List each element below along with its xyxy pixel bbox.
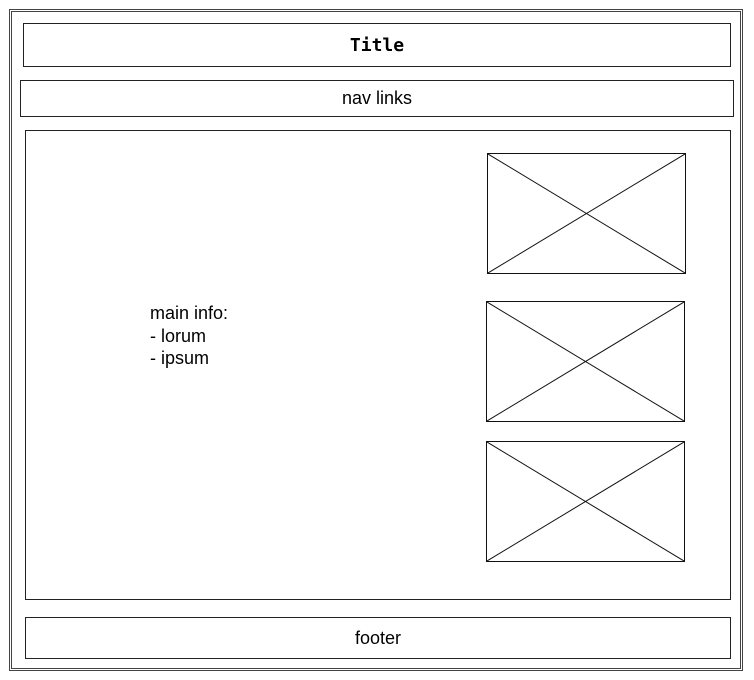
wireframe-outer-border [9, 9, 743, 671]
image-placeholder-cross [487, 442, 684, 561]
main-info-item: - ipsum [150, 348, 210, 368]
main-info-item: - lorum [150, 325, 207, 346]
main-info-text: main info: - lorum - ipsum [150, 302, 228, 370]
page-title-text: Title [349, 34, 405, 56]
image-placeholder-cross [487, 302, 684, 421]
main-info-heading: main info: [150, 303, 229, 323]
footer-label: footer [354, 627, 402, 648]
image-placeholder-icon [486, 301, 685, 422]
image-placeholder-cross [488, 154, 685, 273]
image-placeholder-icon [487, 153, 686, 274]
nav-links-bar[interactable]: nav links [20, 80, 734, 117]
image-placeholder-icon [486, 441, 685, 562]
wireframe-inner-border [11, 11, 741, 669]
page-title: Title [23, 23, 731, 67]
footer: footer [25, 617, 731, 659]
nav-links-label[interactable]: nav links [341, 88, 413, 108]
